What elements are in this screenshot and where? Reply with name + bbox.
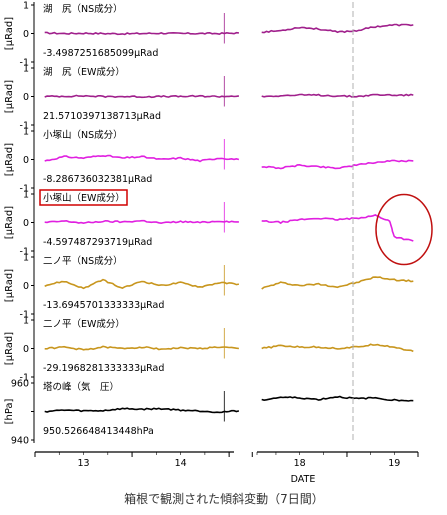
chart-caption: 箱根で観測された傾斜変動（7日間） xyxy=(124,491,324,506)
y-tick-label: 1 xyxy=(23,1,29,12)
y-tick-label: 0 xyxy=(23,29,29,40)
x-axis: 13 14 18 19 xyxy=(34,451,419,469)
panel-6: 1 0 -1 [μRad] 二ノ平（EW成分） -29.1968281333333μRad xyxy=(4,316,414,384)
offset-value: 21.5710397138713μRad xyxy=(43,111,161,122)
y-tick-label: 1 xyxy=(23,316,29,327)
y-tick-label: -1 xyxy=(20,184,29,195)
x-tick-label: 19 xyxy=(388,458,400,469)
panel-4: 1 0 -1 [μRad] 小塚山（EW成分） -4.597487293719μRad xyxy=(4,189,433,266)
series-line-left xyxy=(44,345,239,351)
series-line-right xyxy=(261,93,414,98)
y-tick-label: -1 xyxy=(20,121,29,132)
panel-title: 二ノ平（NS成分） xyxy=(43,255,123,267)
offset-value: 950.526648413448hPa xyxy=(43,426,154,437)
x-tick-label: 18 xyxy=(294,458,306,469)
y-tick-label: -1 xyxy=(20,247,29,258)
y-axis-label: [μRad] xyxy=(4,206,15,239)
offset-value: -29.1968281333333μRad xyxy=(43,363,164,374)
panel-title: 湖 尻（NS成分） xyxy=(43,3,123,15)
highlight-ellipse xyxy=(375,193,433,266)
y-tick-label: 960 xyxy=(11,379,29,390)
series-line-right xyxy=(261,276,414,290)
series-line-left xyxy=(44,219,239,225)
y-axis-label: [μRad] xyxy=(4,80,15,113)
offset-value: -4.597487293719μRad xyxy=(43,237,152,248)
series-line-left xyxy=(44,278,240,290)
y-axis-label: [μRad] xyxy=(4,17,15,50)
series-line-left xyxy=(44,154,240,163)
y-tick-label: 1 xyxy=(23,64,29,75)
highlight-box xyxy=(39,189,128,206)
y-tick-label: -1 xyxy=(20,58,29,69)
y-tick-label: 940 xyxy=(11,436,29,447)
y-axis-label: [μRad] xyxy=(4,332,15,365)
panel-7: 960 940 [hPa] 塔の峰（気 圧） 950.526648413448hPa xyxy=(4,379,414,447)
y-tick-label: 0 xyxy=(23,281,29,292)
y-tick-label: 0 xyxy=(23,344,29,355)
y-axis-label: [μRad] xyxy=(4,269,15,302)
x-tick-label: 13 xyxy=(77,458,89,469)
panel-title: 塔の峰（気 圧） xyxy=(43,381,119,393)
offset-value: -8.286736032381μRad xyxy=(43,174,152,185)
panel-title: 小塚山（EW成分） xyxy=(43,192,125,204)
y-axis-label: [μRad] xyxy=(4,143,15,176)
series-line-right xyxy=(261,343,414,353)
y-tick-label: -1 xyxy=(20,310,29,321)
panel-5: 1 0 -1 [μRad] 二ノ平（NS成分） -13.6945701333333μRad xyxy=(4,253,414,321)
series-line-right xyxy=(261,214,414,242)
y-axis-label: [hPa] xyxy=(4,398,15,424)
y-tick-label: 1 xyxy=(23,190,29,201)
series-line-left xyxy=(44,31,239,36)
series-line-right xyxy=(261,395,414,402)
series-line-left xyxy=(44,94,240,99)
panel-title: 湖 尻（EW成分） xyxy=(43,66,125,78)
series-line-right xyxy=(261,23,414,34)
y-tick-label: 0 xyxy=(23,92,29,103)
panel-1: 1 0 -1 [μRad] 湖 尻（NS成分） -3.4987251685099μRad xyxy=(4,1,414,69)
y-tick-label: 1 xyxy=(23,253,29,264)
panels-layer: 10-1[μRad]湖 尻（NS成分）-3.4987251685099μRad1… xyxy=(4,1,433,447)
x-axis-label: DATE xyxy=(291,474,316,485)
panel-title: 小塚山（NS成分） xyxy=(43,129,123,141)
offset-value: -3.4987251685099μRad xyxy=(43,48,158,59)
y-tick-label: 1 xyxy=(23,127,29,138)
series-line-right xyxy=(261,159,414,170)
panel-2: 1 0 -1 [μRad] 湖 尻（EW成分） 21.5710397138713μRad xyxy=(4,64,414,132)
y-tick-label: -1 xyxy=(20,373,29,384)
x-tick-label: 14 xyxy=(175,458,187,469)
y-tick-label: 0 xyxy=(23,218,29,229)
y-tick-label: 0 xyxy=(23,155,29,166)
series-line-left xyxy=(44,407,240,414)
offset-value: -13.6945701333333μRad xyxy=(43,300,164,311)
panel-3: 1 0 -1 [μRad] 小塚山（NS成分） -8.286736032381μRad xyxy=(4,127,414,195)
panel-title: 二ノ平（EW成分） xyxy=(43,318,125,330)
